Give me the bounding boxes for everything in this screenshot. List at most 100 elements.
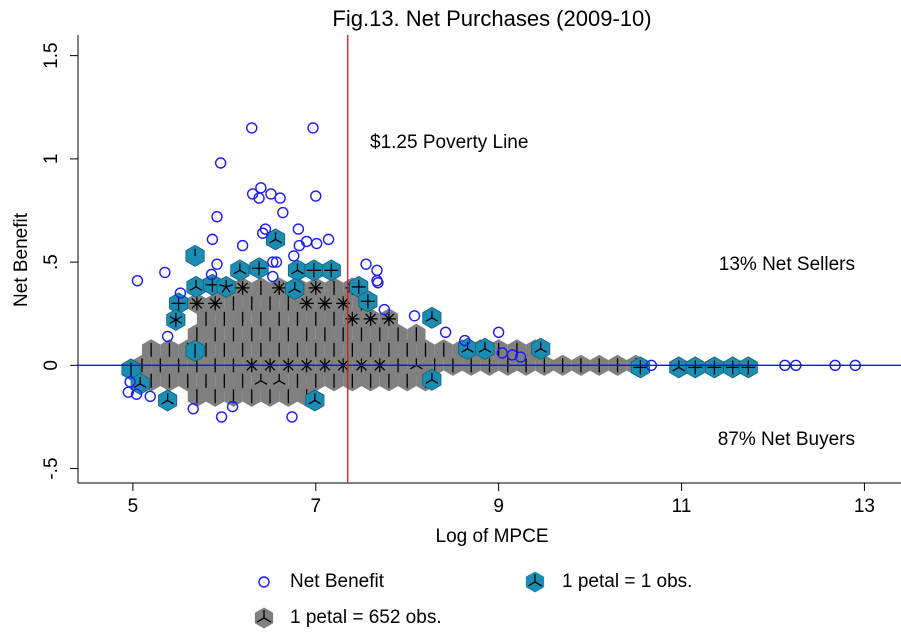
dark-sunflower <box>242 385 261 407</box>
petal <box>310 282 317 289</box>
petal <box>167 399 175 405</box>
petal <box>306 297 313 304</box>
point <box>310 190 322 202</box>
petal <box>301 364 308 371</box>
petal <box>260 380 268 385</box>
legend-label: 1 petal = 652 obs. <box>290 607 442 628</box>
dark-sunflower <box>434 339 453 361</box>
petal <box>315 282 322 289</box>
dark-sunflower <box>388 323 408 345</box>
petal <box>282 364 289 371</box>
point <box>286 411 298 423</box>
petal <box>534 348 542 353</box>
dark-sunflower <box>224 385 243 407</box>
petal <box>161 399 168 405</box>
petal <box>191 297 198 304</box>
light-sunflower <box>158 389 178 412</box>
dark-sunflower <box>279 385 298 407</box>
petal <box>209 302 216 309</box>
petal <box>315 287 322 294</box>
x-tick-label: 9 <box>493 496 504 517</box>
petal <box>310 287 317 294</box>
petal <box>467 348 474 353</box>
petal <box>324 302 331 309</box>
petal <box>301 359 308 366</box>
point <box>215 411 228 423</box>
light-sunflower <box>475 337 495 360</box>
legend-symbol <box>525 571 545 593</box>
dark-sunflower <box>379 308 399 330</box>
petal <box>237 287 244 294</box>
light-sunflower <box>304 259 324 282</box>
dark-sunflower <box>306 308 325 330</box>
y-tick-label: 0 <box>41 360 62 371</box>
petal <box>233 269 241 275</box>
petal <box>254 380 262 385</box>
dark-sunflower <box>379 370 399 392</box>
dark-sunflower <box>407 323 426 345</box>
point <box>492 326 505 338</box>
petal <box>425 317 433 322</box>
petal <box>672 366 680 372</box>
annotation: 13% Net Sellers <box>719 254 855 275</box>
point <box>159 266 171 279</box>
dark-sunflower <box>288 370 307 392</box>
point <box>371 264 383 277</box>
dark-sunflower <box>215 308 234 330</box>
petal <box>191 302 198 309</box>
dark-sunflower <box>361 308 380 330</box>
dark-sunflower <box>233 277 252 299</box>
point <box>122 386 134 398</box>
point <box>459 334 471 347</box>
petal <box>196 297 203 304</box>
light-sunflower <box>185 244 205 267</box>
petal <box>431 317 439 322</box>
light-sunflower <box>422 306 442 329</box>
dark-sunflower <box>324 308 344 330</box>
petal <box>242 282 249 289</box>
x-tick-label: 5 <box>128 496 139 517</box>
petal <box>278 287 285 294</box>
light-sunflower <box>166 308 186 331</box>
point <box>211 258 223 270</box>
petal <box>370 318 377 325</box>
petal <box>337 302 344 309</box>
point <box>378 303 391 316</box>
petal <box>374 364 381 371</box>
petal <box>356 359 362 366</box>
point <box>270 256 283 268</box>
dark-sunflower <box>233 370 252 392</box>
dark-sunflower <box>187 385 207 407</box>
petal <box>301 302 308 309</box>
dark-sunflower <box>306 370 325 392</box>
petal <box>361 359 367 366</box>
petal <box>337 297 344 304</box>
petal <box>133 383 141 388</box>
dark-sunflower <box>196 370 216 392</box>
dark-sunflower <box>224 323 243 345</box>
petal <box>678 366 686 372</box>
dark-sunflower <box>315 292 335 314</box>
light-sunflower <box>531 337 551 360</box>
petal <box>379 364 386 371</box>
point <box>408 310 421 322</box>
petal <box>269 238 276 244</box>
dark-sunflower <box>224 292 243 314</box>
point <box>144 390 156 402</box>
petal <box>237 282 244 289</box>
point <box>226 400 239 413</box>
point <box>310 237 323 250</box>
point <box>253 192 265 204</box>
petal <box>264 364 271 371</box>
petal <box>269 364 276 371</box>
dark-sunflower <box>288 308 307 330</box>
dark-sunflower <box>306 339 325 361</box>
petal <box>356 364 362 371</box>
x-tick-label: 7 <box>310 496 321 517</box>
y-tick-label: 1 <box>41 154 62 165</box>
dark-sunflower <box>361 370 380 392</box>
annotation: 87% Net Buyers <box>718 429 855 450</box>
point <box>506 349 519 361</box>
light-sunflower <box>185 339 205 362</box>
petal <box>214 302 221 309</box>
